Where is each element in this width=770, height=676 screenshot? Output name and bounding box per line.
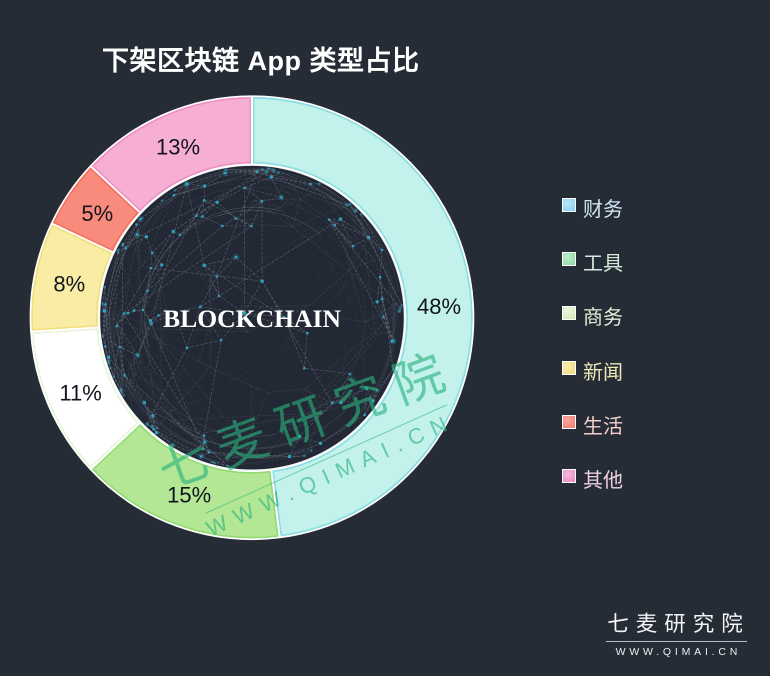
svg-text:8%: 8% xyxy=(53,271,85,296)
svg-text:5%: 5% xyxy=(81,201,113,226)
svg-text:BLOCKCHAIN: BLOCKCHAIN xyxy=(163,304,342,333)
svg-text:48%: 48% xyxy=(417,294,461,319)
svg-text:13%: 13% xyxy=(156,134,200,159)
svg-text:15%: 15% xyxy=(167,482,211,507)
svg-text:11%: 11% xyxy=(59,380,101,405)
